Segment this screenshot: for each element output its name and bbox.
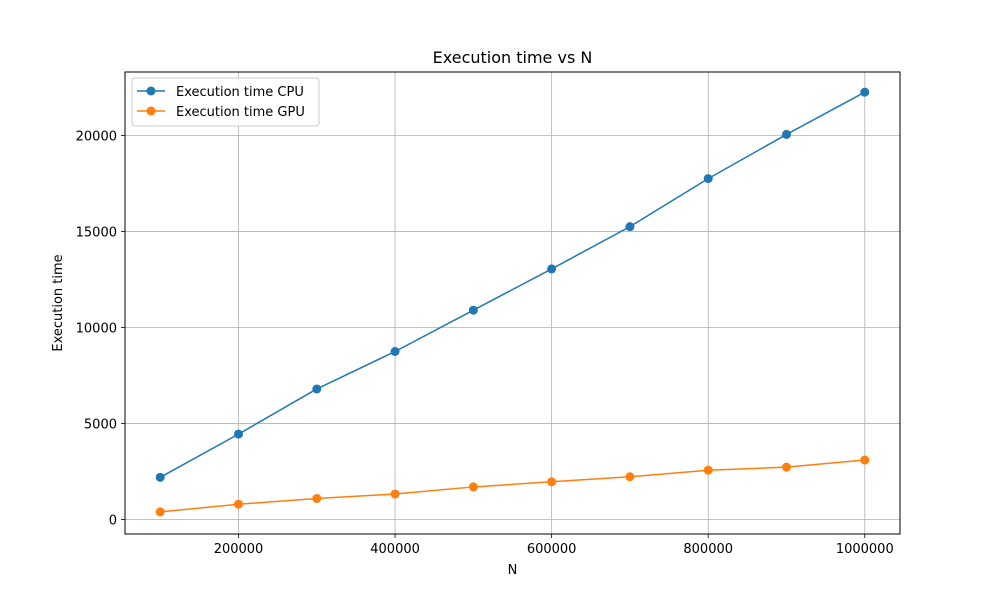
- x-tick-label: 800000: [683, 542, 733, 557]
- series-0-point: [860, 87, 870, 97]
- x-axis-label: N: [508, 563, 518, 578]
- y-tick-label: 10000: [76, 321, 117, 336]
- grid: [125, 72, 900, 534]
- legend-marker-cpu: [146, 86, 156, 96]
- legend-marker-gpu: [146, 106, 156, 116]
- series-0-line: [159, 91, 866, 478]
- series-1-point: [703, 465, 713, 475]
- series: [155, 87, 870, 517]
- series-0-point: [625, 222, 635, 232]
- series-1-line: [160, 459, 865, 513]
- legend-label-gpu: Execution time GPU: [176, 105, 305, 120]
- series-1-point: [625, 472, 635, 482]
- series-1-point: [547, 477, 557, 487]
- y-tick-label: 15000: [76, 225, 117, 240]
- legend-box: [131, 77, 320, 127]
- x-tick-label: 400000: [370, 542, 420, 557]
- y-tick-label: 20000: [76, 129, 117, 144]
- chart-title: Execution time vs N: [433, 48, 593, 67]
- series-1-point: [468, 482, 478, 492]
- series-1-point: [781, 462, 791, 472]
- axis-ticks: 200000 400000 600000 800000 1000000 0 5000 1000…: [76, 129, 894, 557]
- series-0-point: [390, 347, 400, 357]
- y-axis-label: Execution time: [51, 254, 66, 351]
- x-tick-label: 600000: [527, 542, 577, 557]
- series-1-point: [860, 455, 870, 465]
- series-0-point: [234, 429, 244, 439]
- series-0-point: [781, 129, 791, 139]
- series-1-point: [390, 489, 400, 499]
- series-0-point: [155, 472, 165, 482]
- series-1-point: [155, 507, 165, 517]
- legend: Execution time CPU Execution time GPU: [131, 77, 320, 127]
- y-tick-label: 5000: [84, 418, 117, 433]
- y-tick-label: 0: [109, 514, 117, 529]
- series-1-point: [234, 499, 244, 509]
- series-0-point: [312, 384, 322, 394]
- series-1-point: [312, 493, 322, 503]
- series-0-point: [703, 174, 713, 184]
- x-tick-label: 1000000: [836, 542, 894, 557]
- plot-area-frame: [124, 71, 901, 535]
- series-0-point: [547, 264, 557, 274]
- legend-label-cpu: Execution time CPU: [176, 85, 304, 100]
- series-0-point: [468, 305, 478, 315]
- x-tick-label: 200000: [214, 542, 264, 557]
